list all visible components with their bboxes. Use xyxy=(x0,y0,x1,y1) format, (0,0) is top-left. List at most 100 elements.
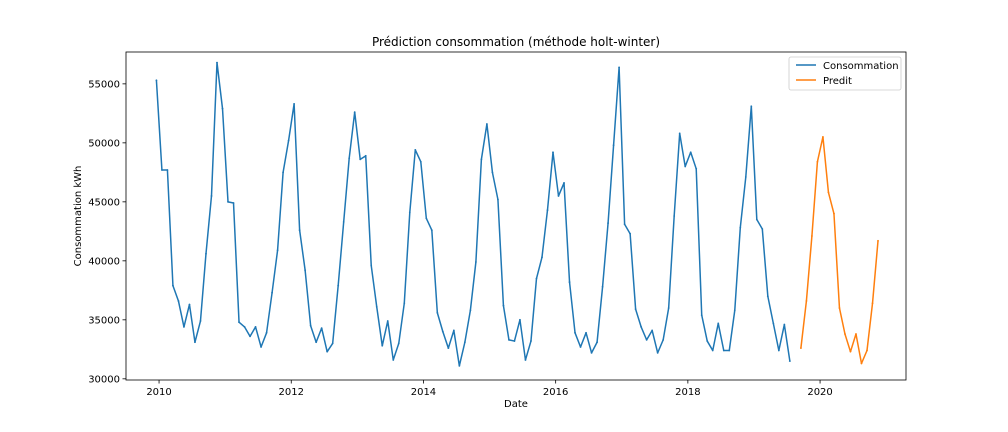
data-point-consommation xyxy=(441,330,444,333)
data-point-consommation xyxy=(491,171,494,174)
data-point-consommation xyxy=(177,300,180,302)
y-tick-label: 55000 xyxy=(88,79,120,90)
data-point-consommation xyxy=(309,324,312,327)
y-tick-label: 30000 xyxy=(88,374,120,385)
data-point-consommation xyxy=(474,261,477,263)
data-point-consommation xyxy=(706,340,709,342)
x-axis-label: Date xyxy=(504,399,528,410)
legend-box xyxy=(788,56,902,91)
x-tick-label: 2020 xyxy=(807,387,832,398)
data-point-consommation xyxy=(717,322,720,325)
plot-frame xyxy=(125,51,907,381)
data-point-consommation xyxy=(552,151,554,154)
data-point-consommation xyxy=(216,61,218,64)
data-point-consommation xyxy=(326,350,329,353)
data-point-consommation xyxy=(359,158,362,161)
data-point-consommation xyxy=(711,349,714,352)
data-point-consommation xyxy=(337,284,340,287)
data-point-consommation xyxy=(618,66,620,69)
data-point-consommation xyxy=(408,211,411,214)
data-point-consommation xyxy=(221,107,224,110)
data-point-consommation xyxy=(728,349,731,352)
data-point-consommation xyxy=(293,103,296,105)
data-point-consommation xyxy=(364,154,367,157)
y-tick-label: 35000 xyxy=(88,315,120,326)
data-point-consommation xyxy=(172,284,174,287)
data-point-consommation xyxy=(375,305,378,308)
data-point-predit xyxy=(811,235,813,237)
data-point-consommation xyxy=(579,346,582,348)
data-point-predit xyxy=(866,349,868,352)
data-point-consommation xyxy=(596,341,598,344)
data-point-consommation xyxy=(238,321,240,324)
data-point-consommation xyxy=(348,157,351,160)
data-point-consommation xyxy=(397,342,400,345)
data-point-consommation xyxy=(541,256,543,259)
data-point-predit xyxy=(800,347,802,350)
data-point-consommation xyxy=(287,139,290,142)
x-tick-label: 2018 xyxy=(675,387,700,398)
data-point-consommation xyxy=(744,176,747,178)
y-tick-label: 40000 xyxy=(88,256,120,267)
data-point-predit xyxy=(855,333,857,335)
data-point-consommation xyxy=(486,123,488,125)
data-point-consommation xyxy=(386,320,389,322)
data-point-consommation xyxy=(689,151,692,154)
data-point-consommation xyxy=(568,281,571,283)
data-point-predit xyxy=(833,212,835,215)
data-point-consommation xyxy=(419,160,422,163)
data-point-consommation xyxy=(750,105,753,108)
data-point-consommation xyxy=(513,340,516,342)
data-point-consommation xyxy=(755,218,758,221)
data-point-consommation xyxy=(392,359,395,361)
data-point-consommation xyxy=(469,309,472,312)
data-point-consommation xyxy=(524,359,527,361)
data-point-consommation xyxy=(733,309,736,312)
data-point-consommation xyxy=(183,326,185,328)
data-point-consommation xyxy=(205,252,207,255)
x-tick-label: 2016 xyxy=(543,387,568,398)
data-point-consommation xyxy=(282,171,284,174)
data-point-consommation xyxy=(502,304,505,307)
data-point-consommation xyxy=(722,349,725,352)
data-point-consommation xyxy=(557,195,560,197)
legend-label-consommation: Consommation xyxy=(823,61,899,72)
data-point-consommation xyxy=(766,295,769,298)
data-point-consommation xyxy=(535,277,538,280)
data-point-consommation xyxy=(265,331,268,334)
data-point-consommation xyxy=(656,351,659,354)
data-point-consommation xyxy=(452,329,455,332)
data-point-consommation xyxy=(430,229,433,232)
data-point-consommation xyxy=(519,318,521,321)
data-point-consommation xyxy=(623,223,626,226)
data-point-consommation xyxy=(546,209,549,212)
data-point-consommation xyxy=(227,200,229,203)
data-point-consommation xyxy=(243,326,246,328)
data-point-consommation xyxy=(210,195,213,197)
data-point-consommation xyxy=(381,344,384,347)
data-point-consommation xyxy=(612,144,615,147)
data-point-predit xyxy=(827,191,830,194)
data-point-consommation xyxy=(772,322,775,325)
data-point-predit xyxy=(871,302,874,305)
data-point-consommation xyxy=(155,79,158,82)
data-point-consommation xyxy=(458,364,461,367)
data-point-consommation xyxy=(436,311,439,314)
data-point-consommation xyxy=(298,229,301,232)
data-point-consommation xyxy=(640,326,643,328)
data-point-consommation xyxy=(662,338,665,341)
x-tick-label: 2012 xyxy=(279,387,304,398)
data-point-consommation xyxy=(667,307,670,309)
y-tick-label: 45000 xyxy=(88,197,120,208)
data-point-predit xyxy=(805,300,808,302)
data-point-consommation xyxy=(480,158,483,161)
chart-title: Prédiction consommation (méthode holt-wi… xyxy=(372,35,660,49)
data-point-consommation xyxy=(304,269,307,272)
data-point-consommation xyxy=(166,169,169,171)
legend-label-predit: Predit xyxy=(823,76,852,87)
data-point-consommation xyxy=(673,215,676,217)
data-point-consommation xyxy=(425,217,428,220)
data-point-predit xyxy=(816,160,819,163)
data-point-consommation xyxy=(629,232,632,235)
